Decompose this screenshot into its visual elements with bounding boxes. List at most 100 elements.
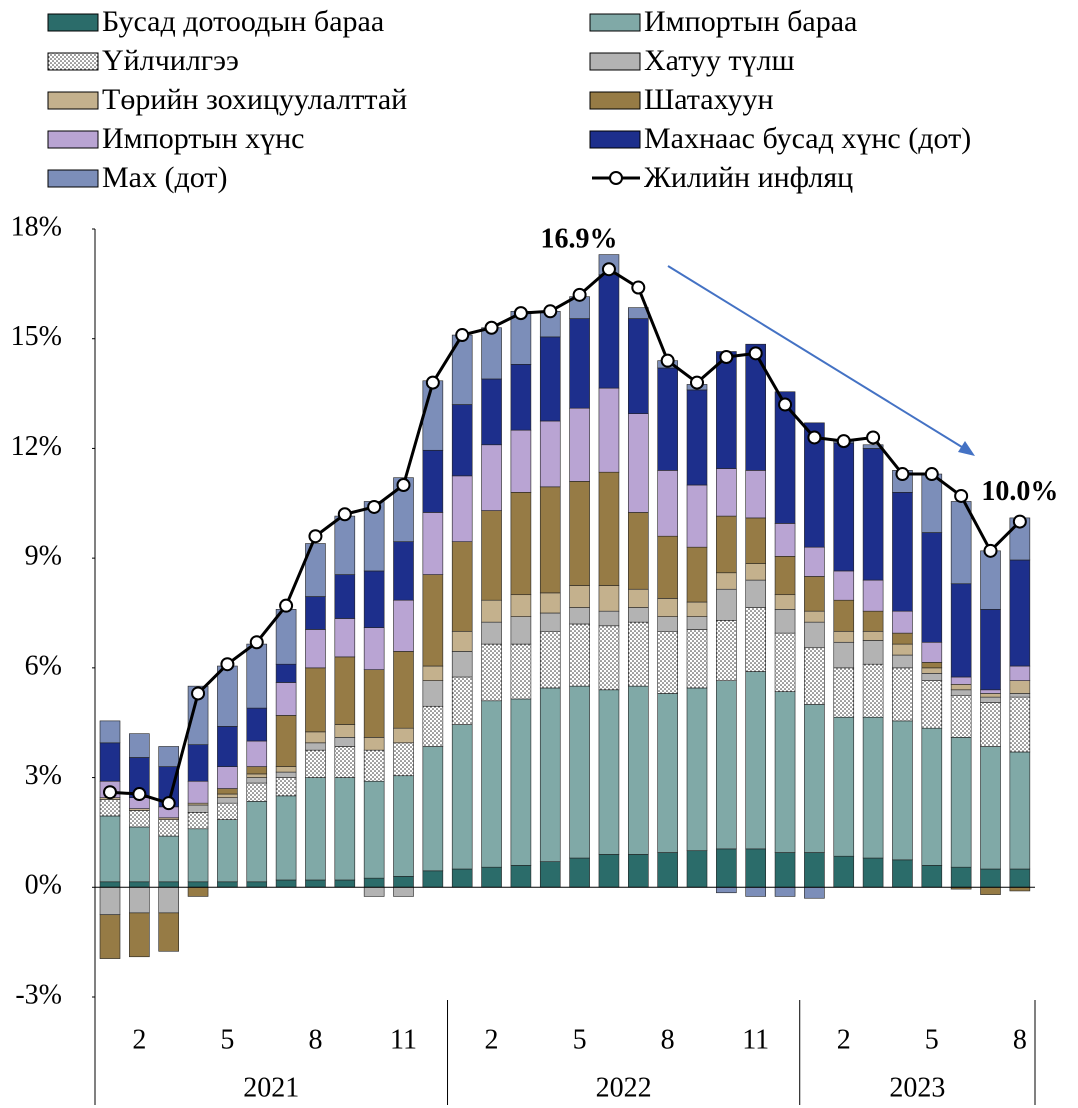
bar-segment: [980, 702, 1001, 747]
x-tick-label: 5: [573, 1024, 587, 1055]
bar-segment: [657, 367, 678, 471]
bar-segment: [686, 601, 708, 617]
bar-segment: [246, 782, 268, 802]
x-tick-label: 2: [485, 1024, 499, 1055]
bar-segment: [980, 689, 1001, 694]
bar-segment: [598, 471, 620, 586]
bar-segment: [539, 592, 561, 614]
bar-segment: [892, 667, 913, 722]
bar-segment: [510, 643, 532, 700]
bar-segment: [393, 727, 414, 744]
bar-segment: [363, 669, 385, 738]
bar-segment: [481, 327, 502, 380]
bar-segment: [187, 804, 209, 813]
bar-segment: [833, 855, 855, 888]
legend-label: Импортын бараа: [644, 5, 857, 38]
bar-segment: [980, 868, 1001, 888]
bar-segment: [686, 687, 708, 852]
x-group-label: 2022: [596, 1072, 652, 1103]
legend-swatch: [47, 169, 99, 188]
bar-segment: [1009, 680, 1031, 694]
bar-segment: [363, 877, 385, 888]
bar-segment: [1009, 693, 1031, 698]
bar-segment: [305, 749, 326, 778]
bar-segment: [158, 835, 179, 883]
bar-segment: [334, 656, 356, 725]
bar-segment: [510, 594, 532, 617]
bar-segment: [686, 629, 708, 689]
line-marker: [924, 467, 939, 482]
bar-segment: [892, 492, 913, 612]
bar-segment: [804, 422, 825, 548]
bar-segment: [980, 746, 1001, 870]
line-marker: [983, 543, 998, 558]
bar-segment: [246, 777, 268, 784]
line-marker: [601, 262, 616, 277]
bar-segment: [1009, 696, 1031, 753]
bar-segment: [1009, 751, 1031, 870]
bar-segment: [921, 673, 943, 681]
bar-segment: [393, 541, 414, 601]
bar-segment: [862, 630, 884, 641]
bar-segment: [510, 865, 532, 888]
bar-segment: [627, 621, 649, 687]
line-marker: [513, 306, 528, 321]
bar-segment: [305, 596, 326, 630]
bar-segment: [363, 570, 385, 628]
bar-segment: [774, 594, 796, 610]
bar-segment: [657, 616, 678, 632]
bar-segment: [99, 815, 121, 883]
bar-segment: [275, 771, 297, 778]
bar-segment: [481, 643, 502, 702]
bar-segment: [275, 663, 297, 683]
bar-segment: [892, 859, 913, 888]
bar-segment: [393, 775, 414, 877]
line-marker: [748, 346, 763, 361]
line-marker: [132, 787, 147, 802]
arrow-head: [958, 441, 975, 456]
y-tick-label: 9%: [25, 541, 62, 572]
line-marker: [572, 287, 587, 302]
bar-segment: [627, 413, 649, 513]
bar-segment: [422, 665, 444, 681]
bar-segment: [804, 852, 825, 888]
bar-segment: [187, 780, 209, 804]
bar-segment: [1009, 559, 1031, 667]
bar-segment: [334, 618, 356, 658]
line-marker: [1012, 514, 1027, 529]
bar-segment: [305, 731, 326, 744]
bar-segment: [363, 780, 385, 879]
bar-segment: [451, 404, 473, 477]
bar-segment: [862, 610, 884, 632]
bar-segment: [745, 343, 767, 471]
bar-segment: [745, 671, 767, 850]
line-marker: [543, 304, 558, 319]
bar-segment: [774, 852, 796, 888]
legend-swatch: [589, 130, 641, 149]
bar-segment: [598, 387, 620, 473]
bar-segment: [950, 737, 972, 868]
bar-segment: [334, 879, 356, 888]
x-group-label: 2021: [243, 1072, 299, 1103]
bar-segment: [451, 676, 473, 725]
bar-segment: [187, 685, 209, 745]
bar-segment: [363, 737, 385, 751]
bar-segment: [539, 336, 561, 422]
bar-segment: [892, 654, 913, 669]
bar-segment: [892, 610, 913, 634]
bar-segment: [246, 766, 268, 775]
bar-segment: [99, 720, 121, 744]
legend-label: Шатахуун: [644, 83, 774, 116]
bar-segment: [804, 704, 825, 853]
bar-segment: [305, 742, 326, 751]
bar-segment: [305, 777, 326, 881]
bar-segment: [539, 486, 561, 594]
legend-label: Төрийн зохицуулалттай: [102, 83, 407, 116]
x-tick-label: 11: [742, 1024, 769, 1055]
bar-segment: [716, 680, 737, 850]
bar-segment: [481, 510, 502, 601]
bar-segment: [921, 680, 943, 729]
y-tick-label: 18%: [11, 211, 62, 242]
bar-segment: [275, 682, 297, 716]
bar-segment: [950, 583, 972, 678]
